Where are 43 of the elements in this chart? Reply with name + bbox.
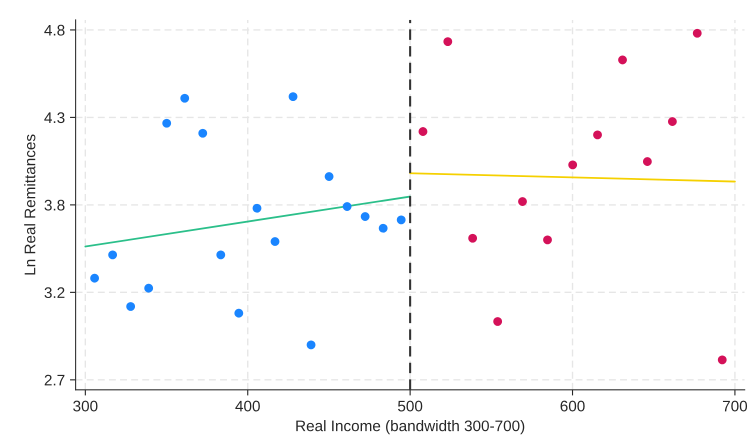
y-tick-label: 3.2 [44,287,64,298]
point [270,237,280,246]
point [618,56,627,64]
x-tick-label: 300 [73,400,98,412]
point [378,224,388,233]
x-axis-title: Real Income (bandwidth 300-700) [296,420,524,434]
point [396,215,406,224]
point [493,317,502,326]
point [126,302,136,311]
point [718,355,727,364]
point [568,160,578,170]
point [593,130,602,140]
point [342,202,352,211]
point [443,37,452,46]
point [252,204,262,213]
point [418,127,428,136]
point [518,197,527,206]
point [180,94,190,103]
point [360,212,370,221]
y-tick-label: 4.3 [44,112,65,124]
point [543,235,552,244]
point [288,92,298,101]
point [468,234,478,243]
x-tick-label: 400 [235,400,260,412]
point [668,117,677,126]
point [216,250,226,260]
point [90,274,99,283]
y-tick-label: 3.8 [44,200,65,211]
y-tick-label: 4.8 [44,24,65,36]
point [692,28,702,38]
y-axis-title: Ln Real Remittances [24,134,36,275]
x-tick-label: 700 [722,400,748,412]
point [108,250,118,260]
point [306,340,316,350]
point [162,118,172,128]
point [324,172,334,181]
point [198,128,208,138]
x-tick-label: 500 [398,400,422,412]
point [144,284,154,293]
x-tick-label: 600 [560,400,585,412]
point [234,308,244,318]
y-tick-label: 2.7 [44,374,64,386]
point [642,157,652,166]
